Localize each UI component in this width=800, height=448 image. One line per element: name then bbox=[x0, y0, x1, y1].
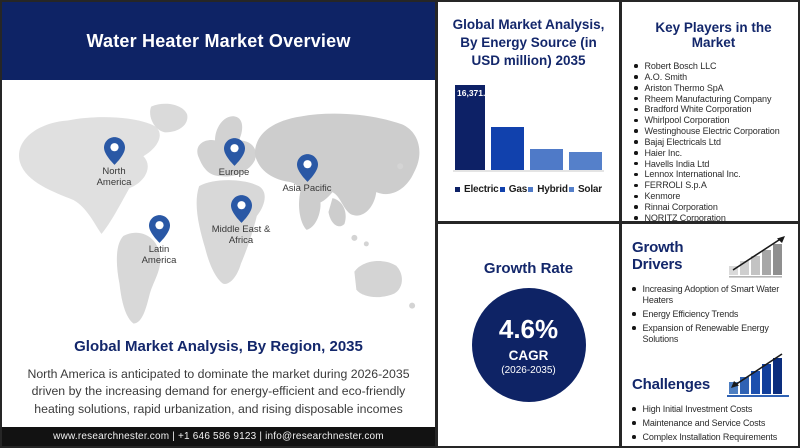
footer-bar: www.researchnester.com | +1 646 586 9123… bbox=[2, 427, 435, 446]
legend-label: Hybrid bbox=[537, 184, 568, 196]
map-pin-asia-pacific: Asia Pacific bbox=[272, 154, 342, 195]
legend-swatch-icon bbox=[455, 187, 460, 193]
growth-driver-item: Expansion of Renewable Energy Solutions bbox=[632, 323, 792, 345]
map-pin-north-america: North America bbox=[79, 137, 149, 188]
drivers-challenges-panel: Growth Drivers Increasing Adoption of Sm… bbox=[622, 224, 798, 446]
title-banner: Water Heater Market Overview bbox=[2, 2, 435, 80]
location-pin-icon bbox=[103, 137, 125, 165]
chart-legend: Electric Gas Hybrid Solar bbox=[455, 184, 602, 195]
key-player-item: Haier Inc. bbox=[634, 148, 793, 159]
map-pin-label: Latin America bbox=[141, 244, 177, 266]
island-indonesia bbox=[351, 234, 358, 241]
location-pin-icon bbox=[296, 154, 318, 182]
key-player-item: FERROLI S.p.A bbox=[634, 180, 793, 191]
legend-swatch-icon bbox=[499, 187, 505, 193]
legend-label: Electric bbox=[464, 184, 499, 196]
cagr-value: 4.6% bbox=[498, 314, 559, 344]
growth-rate-panel: Growth Rate 4.6% CAGR (2026-2035) bbox=[438, 224, 619, 446]
bar-hybrid bbox=[530, 149, 564, 171]
map-pin-label: Asia Pacific bbox=[282, 183, 332, 194]
key-players-title: Key Players in the Market bbox=[655, 20, 772, 50]
legend-item-hybrid: Hybrid bbox=[528, 184, 568, 196]
cagr-circle: 4.6% CAGR (2026-2035) bbox=[471, 288, 586, 402]
growth-drivers-list: Increasing Adoption of Smart Water Heate… bbox=[632, 284, 792, 345]
key-player-item: Lennox International Inc. bbox=[634, 169, 793, 180]
energy-bar-chart: 16,371.0 Electric Gas bbox=[453, 85, 604, 195]
challenge-item: High Initial Investment Costs bbox=[632, 404, 792, 415]
key-player-item: NORITZ Corporation bbox=[634, 213, 793, 224]
growth-driver-item: Increasing Adoption of Smart Water Heate… bbox=[632, 284, 792, 306]
rising-gray-bars-arrow-icon bbox=[729, 236, 785, 278]
region-description: North America is anticipated to dominate… bbox=[27, 367, 410, 416]
key-player-item: Robert Bosch LLC bbox=[634, 61, 793, 72]
energy-source-panel: Global Market Analysis, By Energy Source… bbox=[438, 2, 619, 224]
key-player-item: Bradford White Corporation bbox=[634, 104, 793, 115]
key-player-item: Rinnai Corporation bbox=[634, 202, 793, 213]
right-column: Key Players in the Market Robert Bosch L… bbox=[622, 2, 798, 446]
key-player-item: Bajaj Electricals Ltd bbox=[634, 137, 793, 148]
island-new-zealand bbox=[409, 302, 416, 309]
cagr-period: (2026-2035) bbox=[501, 365, 556, 376]
continent-australia bbox=[354, 260, 402, 298]
subcontinent-india bbox=[299, 188, 321, 230]
continent-north-america bbox=[19, 117, 160, 234]
key-player-item: Westinghouse Electric Corporation bbox=[634, 126, 793, 137]
key-player-item: Ariston Thermo SpA bbox=[634, 83, 793, 94]
footer-contact-text: www.researchnester.com | +1 646 586 9123… bbox=[53, 431, 384, 442]
legend-swatch-icon bbox=[568, 187, 574, 193]
bar-group: 16,371.0 bbox=[453, 85, 604, 173]
rising-blue-bars-arrow-icon bbox=[727, 353, 789, 397]
key-players-list: Robert Bosch LLC A.O. Smith Ariston Thermo… bbox=[634, 61, 793, 224]
growth-rate-title: Growth Rate bbox=[483, 260, 574, 277]
legend-label: Solar bbox=[577, 184, 602, 196]
bar-solar bbox=[569, 152, 602, 171]
peninsula-southeast-asia bbox=[328, 198, 346, 227]
growth-drivers-title: Growth Drivers bbox=[632, 239, 684, 273]
island-japan bbox=[397, 163, 404, 170]
continent-asia bbox=[254, 113, 420, 216]
location-pin-icon bbox=[148, 215, 170, 243]
bar-electric: 16,371.0 bbox=[455, 85, 490, 171]
challenges-header: Challenges bbox=[632, 352, 792, 398]
region-overview-section: Water Heater Market Overview bbox=[2, 2, 438, 446]
legend-item-electric: Electric bbox=[455, 184, 499, 195]
legend-item-solar: Solar bbox=[568, 184, 602, 196]
bar-value-label: 16,371.0 bbox=[457, 88, 491, 99]
growth-drivers-header: Growth Drivers bbox=[632, 232, 792, 278]
location-pin-icon bbox=[230, 195, 252, 223]
region-subtitle: Global Market Analysis, By Region, 2035 bbox=[74, 338, 363, 355]
map-pin-europe: Europe bbox=[199, 138, 269, 179]
map-pin-label: Europe bbox=[218, 167, 250, 178]
key-players-panel: Key Players in the Market Robert Bosch L… bbox=[622, 2, 798, 224]
key-player-item: Kenmore bbox=[634, 191, 793, 202]
middle-column: Global Market Analysis, By Energy Source… bbox=[438, 2, 622, 446]
world-map-area: North America Europe Asia Pacific bbox=[4, 96, 436, 336]
map-pin-middle-east-africa: Middle East & Africa bbox=[206, 195, 276, 246]
page-title: Water Heater Market Overview bbox=[86, 30, 351, 51]
island-indonesia-2 bbox=[363, 241, 369, 247]
challenge-item: Complex Installation Requirements bbox=[632, 432, 792, 443]
legend-label: Gas bbox=[508, 184, 528, 196]
challenges-title: Challenges bbox=[632, 376, 711, 393]
legend-swatch-icon bbox=[528, 187, 534, 193]
key-player-item: Rheem Manufacturing Company bbox=[634, 94, 793, 105]
map-pin-label: Middle East & Africa bbox=[211, 224, 271, 246]
island-greenland bbox=[150, 103, 188, 133]
cagr-metric: CAGR bbox=[508, 348, 549, 363]
challenges-list: High Initial Investment Costs Maintenance… bbox=[632, 404, 792, 443]
challenge-item: Maintenance and Service Costs bbox=[632, 418, 792, 429]
key-player-item: A.O. Smith bbox=[634, 72, 793, 83]
key-player-item: Whirlpool Corporation bbox=[634, 115, 793, 126]
bar-gas bbox=[491, 127, 525, 171]
continent-south-america bbox=[116, 232, 161, 324]
energy-panel-title: Global Market Analysis, By Energy Source… bbox=[452, 17, 605, 68]
legend-item-gas: Gas bbox=[499, 184, 528, 196]
map-pin-latin-america: Latin America bbox=[124, 215, 194, 266]
location-pin-icon bbox=[223, 138, 245, 166]
key-player-item: Havells India Ltd bbox=[634, 159, 793, 170]
growth-driver-item: Energy Efficiency Trends bbox=[632, 309, 792, 320]
map-pin-label: North America bbox=[96, 166, 132, 188]
